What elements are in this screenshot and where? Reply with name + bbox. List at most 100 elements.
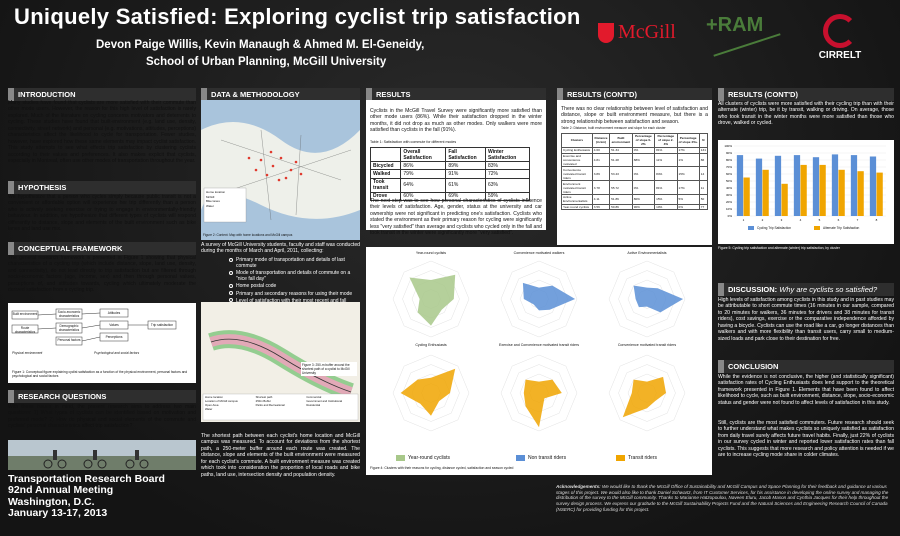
map1-legend-bikelanes: Bike lanes xyxy=(206,199,220,203)
bar xyxy=(755,158,763,216)
cf-box-personal: Personal factors xyxy=(57,338,81,342)
table-row: Year-round cyclists 3.56 50.86 90% 10% 0% 77 xyxy=(561,203,709,211)
tram-logo-text: +RAM xyxy=(706,14,764,36)
radar-gridring xyxy=(392,354,470,432)
radar-gridring xyxy=(402,364,460,422)
table-header-row: Overall Satisfaction Fall Satisfaction W… xyxy=(369,146,531,163)
map2-legend-item: Water xyxy=(205,406,213,411)
radar-gridring xyxy=(608,260,686,338)
bar xyxy=(781,183,788,216)
y-tick-label: 70% xyxy=(726,165,732,169)
radar-legend-yearround: Year-round cyclists xyxy=(396,455,450,461)
figure3-caption: Figure 3: 250-m buffer around the shorte… xyxy=(301,362,357,376)
home-locations-map: Home location McGill Bike lanes Water Fi… xyxy=(201,100,360,240)
bar-legend-cycling: Cycling Trip Satisfaction xyxy=(748,226,791,230)
y-tick-label: 60% xyxy=(726,172,732,176)
y-tick-label: 20% xyxy=(726,200,732,204)
blue-swatch xyxy=(516,455,525,461)
survey-item: Home postal code xyxy=(229,283,359,289)
map1-legend-water: Water xyxy=(206,203,214,208)
radar-gridring xyxy=(500,260,578,338)
cirrelt-ring-icon xyxy=(823,14,857,48)
conclusion-text-2: Still, cyclists are the most satisfied c… xyxy=(718,420,894,459)
radar-legend-transit: Transit riders xyxy=(616,455,657,461)
poster-authors: Devon Paige Willis, Kevin Manaugh & Ahme… xyxy=(96,39,425,51)
bar-chart-svg: 0% 10% 20% 30% 40% 50% 60% 70% 80% 90% 100% 1 2 3 4 5 6 7… xyxy=(724,144,886,222)
radar-shape xyxy=(522,282,576,311)
research-questions-heading: RESEARCH QUESTIONS xyxy=(8,390,196,403)
cf-box-built-environment: Built environment xyxy=(12,312,38,316)
x-tick-label: 8 xyxy=(876,218,878,222)
satisfaction-bar-chart: 0% 10% 20% 30% 40% 50% 60% 70% 80% 90% 100% 1 2 3 4 5 6 7… xyxy=(718,140,894,244)
results-text-1: Cyclists in the McGill Travel Survey wer… xyxy=(370,108,542,134)
radar-title: Year-round cyclists xyxy=(415,251,447,255)
radar-charts-svg xyxy=(392,260,686,432)
radar-shape xyxy=(400,368,456,416)
table2-title: Table 2: Distance, built environment mea… xyxy=(561,126,666,130)
x-tick-label: 7 xyxy=(857,218,859,222)
bar xyxy=(736,155,744,216)
x-tick-label: 6 xyxy=(838,218,840,222)
radar-shape xyxy=(409,274,456,326)
figure5-caption: Figure 5: Cycling trip satisfaction and … xyxy=(718,246,840,250)
table-row: Took transit 64% 61% 63% xyxy=(369,177,531,193)
orange-swatch xyxy=(616,455,625,461)
cf-label-physical: Physical environment xyxy=(12,351,43,355)
radar-gridring xyxy=(608,354,686,432)
conclusion-text-1: While the evidence is not conclusive, th… xyxy=(718,374,894,406)
table-row: Convenience motivated transit riders 3.89… xyxy=(561,166,709,182)
bar xyxy=(831,154,839,216)
bullet-icon xyxy=(229,270,233,275)
survey-item: Primary mode of transportation and detai… xyxy=(229,257,359,269)
map2-legend-item: Open Area xyxy=(205,402,219,407)
table-row: Environment motivated transit riders 3.78… xyxy=(561,180,709,195)
results-cont-heading-2: RESULTS (CONT'D) xyxy=(718,88,894,101)
acknowledgements-label: Acknowledgements: xyxy=(556,484,601,489)
mcgill-shield-icon xyxy=(598,22,614,43)
results-heading: RESULTS xyxy=(366,88,546,101)
bullet-icon xyxy=(229,257,233,262)
bullet-icon xyxy=(229,283,233,288)
figure1-caption: Figure 1: Conceptual figure explaining c… xyxy=(12,370,188,378)
y-tick-label: 50% xyxy=(726,179,732,183)
bar xyxy=(774,155,782,216)
radar-title: Convenience motivated walkers xyxy=(513,251,565,255)
radar-gridring xyxy=(392,260,470,338)
table-row: Bicycled 86% 89% 83% xyxy=(369,161,531,171)
y-tick-label: 0% xyxy=(728,214,733,218)
conference-dates: January 13-17, 2013 xyxy=(8,506,108,519)
bar xyxy=(762,169,769,216)
hypothesis-heading: HYPOTHESIS xyxy=(8,181,196,194)
bar xyxy=(819,164,826,216)
bar xyxy=(743,177,750,216)
table-row: Exercise and convenience motivated 4.81 51… xyxy=(561,152,709,168)
cf-label-psychological: Psychological and social factors xyxy=(94,351,140,355)
orange-swatch xyxy=(814,226,820,230)
results-cont-panel-1: There was no clear relationship between … xyxy=(557,100,712,245)
cyclists-photo xyxy=(8,440,196,470)
mcgill-logo: McGill xyxy=(598,21,676,44)
y-tick-label: 80% xyxy=(726,158,732,162)
conference-info: Transportation Research Board 92nd Annua… xyxy=(8,473,165,519)
research-questions-text: With these issues in mind, the present r… xyxy=(8,404,196,430)
figure2-caption: Figure 2: Context: Map with home locatio… xyxy=(203,233,293,237)
discussion-heading: DISCUSSION: Why are cyclists so satisfie… xyxy=(718,283,894,296)
discussion-heading-italic: Why are cyclists so satisfied? xyxy=(779,285,878,294)
poster-affiliation: School of Urban Planning, McGill Univers… xyxy=(146,56,387,68)
table-header-row: Clusters Distance (in km) Built environmen… xyxy=(561,133,709,148)
x-tick-label: 3 xyxy=(781,218,783,222)
x-tick-label: 2 xyxy=(762,218,764,222)
bar xyxy=(876,172,883,216)
bullet-icon xyxy=(229,291,233,296)
radar-title: Exercise and Convenience motivated trans… xyxy=(498,343,580,347)
radar-legend-nontransit: Non transit riders xyxy=(516,455,566,461)
satisfaction-table: Overall Satisfaction Fall Satisfaction W… xyxy=(369,146,531,201)
cf-box-trip-satisfaction: Trip satisfaction xyxy=(150,323,174,327)
cirrelt-logo: CIRRELT xyxy=(810,14,870,61)
introduction-heading: INTRODUCTION xyxy=(8,88,196,101)
map1-legend-mcgill: McGill xyxy=(206,194,215,199)
map2-legend-item: Commercial xyxy=(306,395,322,399)
radar-charts-panel: Year-round cyclists Convenience motivate… xyxy=(366,247,712,475)
radar-shape xyxy=(622,376,666,418)
table1-title: Table 1: Satisfaction with commute for d… xyxy=(370,140,457,144)
